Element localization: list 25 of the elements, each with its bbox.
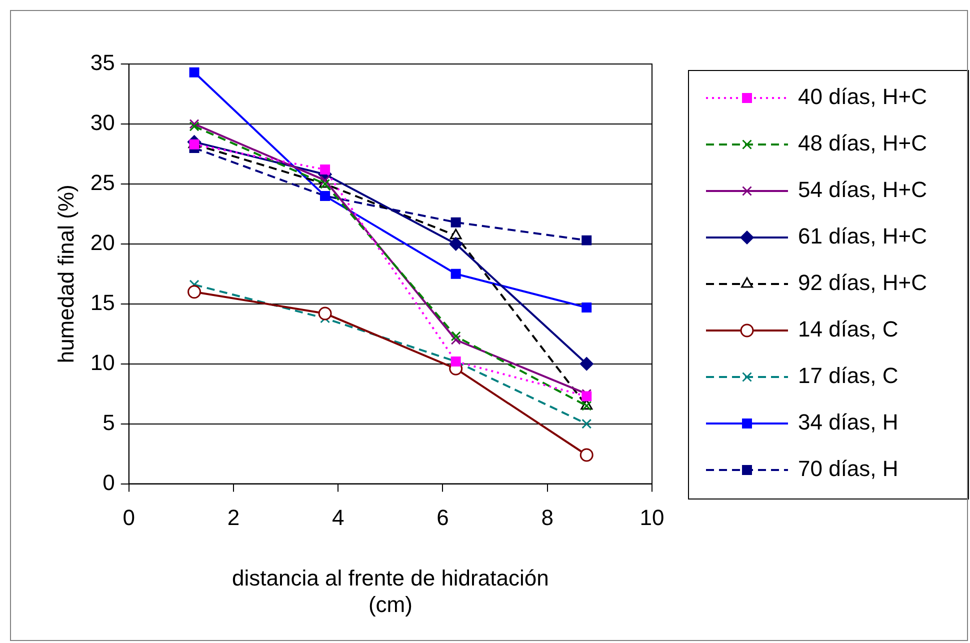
legend-label: 48 días, H+C xyxy=(798,130,928,156)
x-tick-label: 2 xyxy=(227,505,240,530)
y-tick-label: 5 xyxy=(102,410,115,435)
legend-label: 17 días, C xyxy=(798,363,898,388)
x-tick-label: 0 xyxy=(122,505,135,530)
x-axis-title: distancia al frente de hidratación (cm) xyxy=(232,565,549,617)
legend-label: 70 días, H xyxy=(798,456,898,482)
legend-label: 54 días, H+C xyxy=(798,177,928,202)
y-tick-label: 0 xyxy=(102,470,115,495)
legend-label: 92 días, H+C xyxy=(798,270,928,296)
legend-label: 40 días, H+C xyxy=(798,84,928,110)
legend-label: 34 días, H xyxy=(798,410,898,435)
legend-label: 14 días, C xyxy=(798,316,898,342)
x-tick-label: 6 xyxy=(436,505,449,530)
x-tick-label: 4 xyxy=(332,505,344,530)
y-axis-title: humedad final (%) xyxy=(53,184,78,364)
y-tick-label: 25 xyxy=(90,170,115,196)
x-tick-label: 8 xyxy=(541,505,554,530)
y-tick-label: 35 xyxy=(90,50,115,76)
y-tick-label: 15 xyxy=(90,290,115,315)
y-tick-label: 10 xyxy=(90,350,115,375)
legend-label: 61 días, H+C xyxy=(798,224,928,249)
x-tick-label: 10 xyxy=(640,505,664,530)
y-tick-label: 20 xyxy=(90,230,115,255)
y-tick-label: 30 xyxy=(90,110,115,136)
